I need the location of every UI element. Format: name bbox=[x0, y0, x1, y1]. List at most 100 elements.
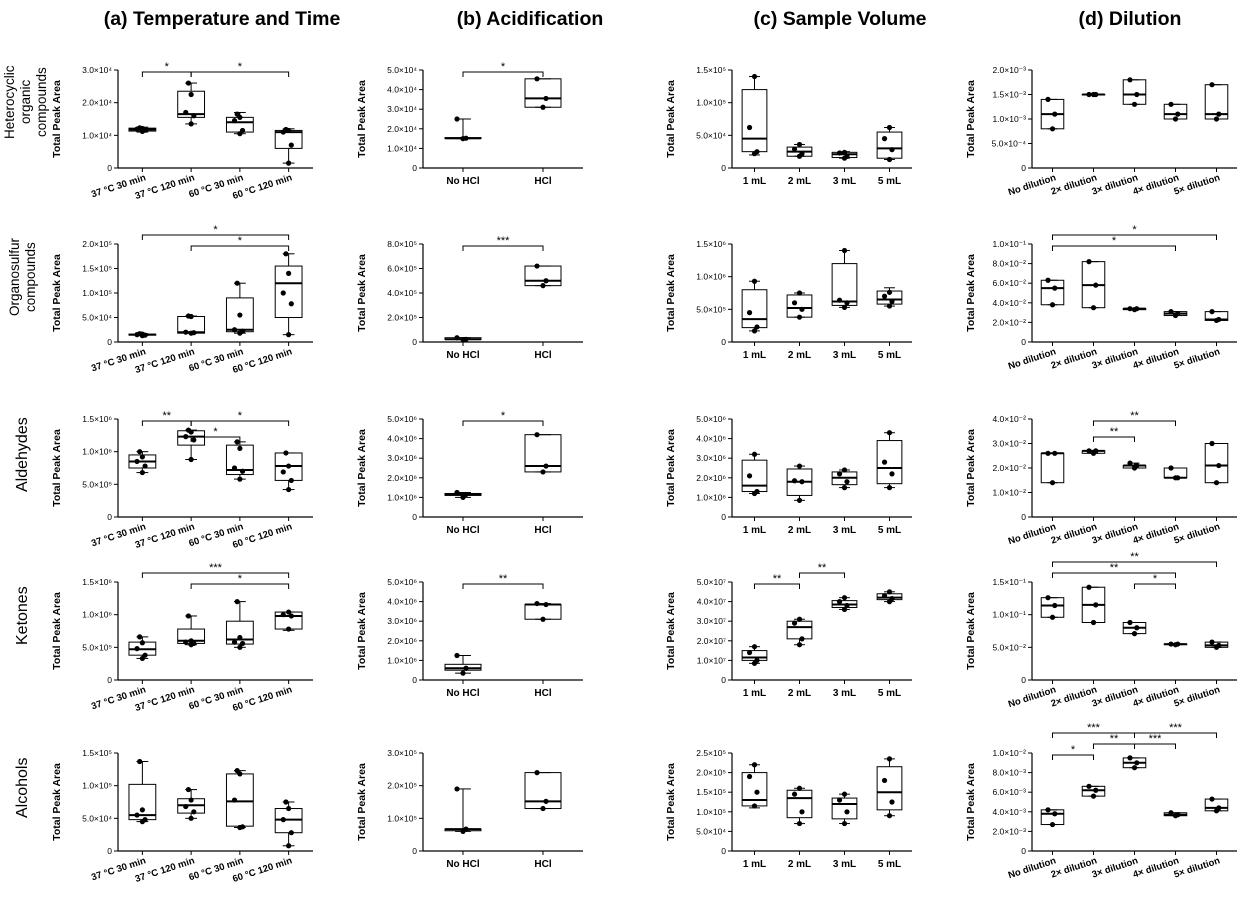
y-tick-label: 5.0×10⁵ bbox=[82, 642, 112, 652]
chart-r1-c2: 0 5.0×10⁵ 1.0×10⁶ 1.5×10⁶ Total Peak Area 1 m… bbox=[657, 214, 947, 402]
x-tick-label: 2× dilution bbox=[1050, 684, 1099, 709]
bracket-line bbox=[141, 572, 290, 578]
x-tick-label: 3× dilution bbox=[1091, 684, 1140, 709]
data-point bbox=[134, 646, 140, 652]
x-tick-label: No dilution bbox=[1007, 172, 1058, 198]
y-tick-label: 1.0×10⁵ bbox=[696, 807, 726, 817]
data-point bbox=[231, 118, 238, 124]
bracket-line bbox=[462, 71, 544, 77]
column-title-d: (d) Dilution bbox=[1078, 8, 1182, 30]
data-point bbox=[796, 141, 803, 148]
box bbox=[786, 141, 813, 159]
box-rect bbox=[1122, 79, 1147, 105]
x-tick-label: 3× dilution bbox=[1091, 855, 1140, 880]
data-point bbox=[841, 247, 848, 254]
box bbox=[1122, 460, 1147, 471]
significance-bracket: ** bbox=[462, 573, 544, 589]
bracket-line bbox=[1052, 572, 1176, 578]
chart-r4-c0: 0 5.0×10⁴ 1.0×10⁵ 1.5×10⁵ Total Peak Area 37 … bbox=[43, 723, 348, 911]
box bbox=[1040, 807, 1065, 828]
y-tick-label: 2.0×10⁴ bbox=[387, 124, 417, 134]
data-point bbox=[534, 76, 540, 82]
significance-bracket: ** bbox=[141, 410, 192, 426]
data-point bbox=[234, 599, 240, 605]
data-point bbox=[1049, 126, 1056, 132]
significance-label: * bbox=[238, 61, 243, 73]
data-point bbox=[751, 278, 758, 284]
significance-bracket: ** bbox=[1052, 551, 1217, 567]
data-point bbox=[239, 328, 246, 334]
data-point bbox=[1175, 812, 1181, 818]
box-rect bbox=[524, 772, 562, 810]
x-tick-label: 3× dilution bbox=[1091, 346, 1140, 371]
data-point bbox=[1045, 450, 1051, 456]
data-point bbox=[137, 758, 143, 765]
box-rect bbox=[786, 620, 813, 640]
x-tick-label: 2 mL bbox=[788, 688, 811, 699]
data-point bbox=[463, 336, 469, 342]
x-tick-label: 5× dilution bbox=[1173, 172, 1222, 197]
box bbox=[831, 467, 858, 491]
data-point bbox=[237, 445, 243, 451]
data-point bbox=[886, 289, 893, 295]
y-axis-label: Total Peak Area bbox=[51, 592, 63, 670]
y-tick-label: 8.0×10⁵ bbox=[387, 239, 417, 249]
data-point bbox=[799, 479, 805, 485]
y-tick-label: 3.0×10⁴ bbox=[82, 65, 112, 75]
box bbox=[831, 595, 858, 613]
box bbox=[1040, 96, 1065, 132]
y-tick-label: 5.0×10⁴ bbox=[696, 826, 726, 836]
bracket-line bbox=[190, 420, 290, 426]
data-point bbox=[889, 471, 895, 477]
y-tick-label: 5.0×10⁴ bbox=[387, 65, 417, 75]
data-point bbox=[237, 634, 243, 641]
bracket-line bbox=[1134, 732, 1217, 738]
data-point bbox=[280, 290, 286, 296]
chart-panel-r3-c1: 0 1.0×10⁶ 2.0×10⁶ 3.0×10⁶ 4.0×10⁶ 5.0×10⁶ Tota… bbox=[356, 573, 583, 699]
data-point bbox=[463, 135, 469, 141]
data-point bbox=[844, 153, 850, 159]
chart-panel-r3-c3: 0 5.0×10⁻² 1.0×10⁻¹ 1.5×10⁻¹ Total Peak Area… bbox=[965, 551, 1237, 710]
significance-label: ** bbox=[818, 562, 827, 574]
y-tick-label: 1.0×10⁴ bbox=[387, 143, 417, 153]
y-tick-label: 3.0×10⁶ bbox=[387, 453, 417, 463]
data-point bbox=[231, 327, 238, 333]
y-tick-label: 1.5×10⁻¹ bbox=[992, 577, 1026, 587]
box bbox=[831, 791, 858, 827]
data-point bbox=[754, 789, 760, 795]
data-point bbox=[1090, 305, 1097, 311]
box-rect bbox=[1040, 279, 1065, 306]
data-point bbox=[1175, 475, 1181, 481]
significance-label: * bbox=[238, 410, 243, 422]
y-tick-label: 0 bbox=[721, 337, 726, 347]
data-point bbox=[791, 146, 798, 152]
y-tick-label: 6.0×10⁻³ bbox=[992, 787, 1026, 797]
data-point bbox=[886, 813, 893, 819]
data-point bbox=[1131, 101, 1138, 107]
data-point bbox=[185, 313, 192, 319]
data-point bbox=[1213, 480, 1220, 486]
box bbox=[786, 785, 813, 827]
box bbox=[1081, 259, 1106, 311]
chart-panel-r0-c3: 0 5.0×10⁻⁴ 1.0×10⁻³ 1.5×10⁻³ 2.0×10⁻³ Total P… bbox=[965, 65, 1237, 198]
y-tick-label: 1.0×10⁻¹ bbox=[992, 610, 1026, 620]
data-point bbox=[239, 468, 246, 474]
x-tick-label: 2 mL bbox=[788, 176, 811, 187]
box-rect bbox=[831, 263, 858, 306]
chart-r3-c1: 0 1.0×10⁶ 2.0×10⁶ 3.0×10⁶ 4.0×10⁶ 5.0×10⁶ Tota… bbox=[348, 552, 618, 740]
data-point bbox=[751, 762, 758, 768]
data-point bbox=[1052, 602, 1058, 609]
data-point bbox=[1216, 642, 1222, 648]
y-tick-label: 1.0×10⁶ bbox=[82, 610, 112, 620]
data-point bbox=[239, 127, 246, 134]
data-point bbox=[799, 809, 805, 815]
box-rect bbox=[177, 90, 206, 118]
data-point bbox=[836, 797, 843, 803]
y-tick-label: 5.0×10⁴ bbox=[82, 813, 112, 823]
y-tick-label: 4.0×10⁶ bbox=[387, 597, 417, 607]
box-rect bbox=[786, 294, 813, 318]
chart-r4-c1: 0 1.0×10⁵ 2.0×10⁵ 3.0×10⁵ Total Peak Area No … bbox=[348, 723, 618, 911]
x-tick-label: 1 mL bbox=[743, 688, 766, 699]
data-point bbox=[796, 463, 803, 469]
data-point bbox=[283, 251, 289, 257]
